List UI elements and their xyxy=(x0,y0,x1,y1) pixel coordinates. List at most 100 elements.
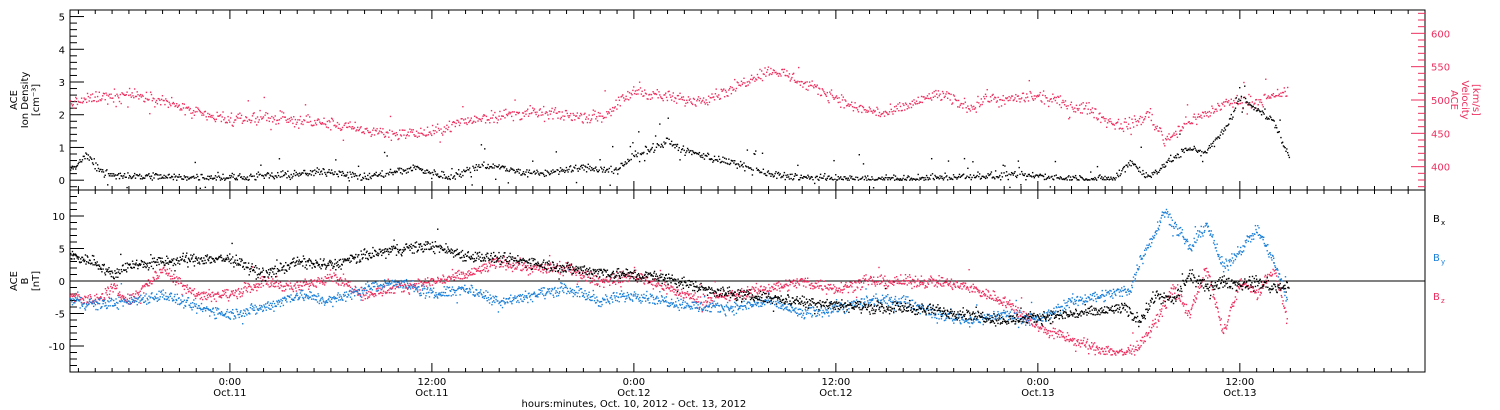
data-point xyxy=(441,132,443,134)
data-point xyxy=(826,287,828,289)
data-point xyxy=(1277,131,1280,133)
data-point xyxy=(305,281,308,283)
data-point xyxy=(756,291,758,294)
data-point xyxy=(176,280,179,283)
data-point xyxy=(262,175,265,177)
data-point xyxy=(769,73,771,75)
data-point xyxy=(170,175,173,178)
data-point xyxy=(116,93,118,95)
data-point xyxy=(442,274,444,276)
data-point xyxy=(171,278,174,280)
data-point xyxy=(437,278,440,280)
data-point xyxy=(457,119,459,122)
data-point xyxy=(580,112,582,115)
data-point xyxy=(712,161,714,163)
data-point xyxy=(847,103,850,105)
data-point xyxy=(229,121,231,123)
data-point xyxy=(345,122,347,124)
data-point xyxy=(394,170,396,172)
data-point xyxy=(580,114,583,116)
data-point xyxy=(931,92,934,94)
data-point xyxy=(543,175,546,178)
data-point xyxy=(927,282,929,284)
data-point xyxy=(515,113,517,116)
data-point xyxy=(553,269,555,271)
data-point xyxy=(77,295,79,297)
data-point xyxy=(559,167,562,169)
data-point xyxy=(1243,96,1245,99)
y-axis-title-line: Ion Density xyxy=(20,72,31,129)
data-point xyxy=(1111,122,1113,125)
data-point xyxy=(196,295,199,297)
data-point xyxy=(982,290,984,293)
data-point xyxy=(571,119,573,122)
data-point xyxy=(76,103,79,106)
data-point xyxy=(171,275,173,277)
data-point xyxy=(778,281,780,283)
data-point xyxy=(811,176,813,178)
data-point xyxy=(1273,120,1275,122)
x-axis-title: hours:minutes, Oct. 10, 2012 - Oct. 13, … xyxy=(522,399,747,410)
data-point xyxy=(537,116,539,118)
data-point xyxy=(350,126,352,128)
data-point xyxy=(575,115,578,117)
data-point xyxy=(367,174,369,177)
data-point xyxy=(753,152,755,155)
data-point xyxy=(1237,100,1239,103)
data-point xyxy=(76,164,79,167)
data-point xyxy=(711,300,713,302)
data-point xyxy=(1178,125,1180,128)
data-point xyxy=(296,121,298,124)
data-point xyxy=(236,117,239,119)
data-point xyxy=(513,169,515,172)
data-point xyxy=(681,291,683,293)
data-point xyxy=(230,290,233,292)
data-point xyxy=(356,178,359,180)
data-point xyxy=(1164,166,1166,168)
data-point xyxy=(469,274,471,276)
data-point xyxy=(602,278,604,280)
data-point xyxy=(439,281,441,283)
data-point xyxy=(494,164,496,167)
data-point xyxy=(602,117,605,120)
data-point xyxy=(378,130,381,132)
data-point xyxy=(290,287,293,289)
data-point xyxy=(926,95,929,97)
data-point xyxy=(865,111,867,113)
data-point xyxy=(798,81,801,83)
data-point xyxy=(587,276,590,278)
data-point xyxy=(638,81,641,83)
data-point xyxy=(590,119,592,122)
data-point xyxy=(1213,145,1216,148)
data-point xyxy=(1023,311,1025,313)
data-point xyxy=(331,172,334,174)
data-point xyxy=(560,170,563,172)
data-point xyxy=(73,295,75,298)
data-point xyxy=(927,97,930,100)
data-point xyxy=(1281,91,1284,94)
data-point xyxy=(812,178,814,181)
data-point xyxy=(801,81,803,83)
data-point xyxy=(952,94,955,96)
data-point xyxy=(725,295,727,297)
data-point xyxy=(1185,123,1188,125)
data-point xyxy=(138,174,140,177)
data-point xyxy=(447,128,449,131)
data-point xyxy=(489,165,492,168)
data-point xyxy=(607,111,610,113)
data-point xyxy=(196,110,198,113)
data-point xyxy=(1074,174,1077,177)
data-point xyxy=(224,289,226,291)
data-point xyxy=(979,295,982,297)
data-point xyxy=(765,287,767,289)
data-point xyxy=(284,285,286,287)
data-point xyxy=(113,175,116,177)
data-point xyxy=(1054,160,1057,163)
data-point xyxy=(779,173,781,175)
data-point xyxy=(1063,101,1065,104)
data-point xyxy=(751,286,754,288)
data-point xyxy=(1072,175,1074,178)
data-point xyxy=(966,111,968,113)
data-point xyxy=(407,131,409,133)
x-tick-label-date: Oct.11 xyxy=(213,388,246,399)
